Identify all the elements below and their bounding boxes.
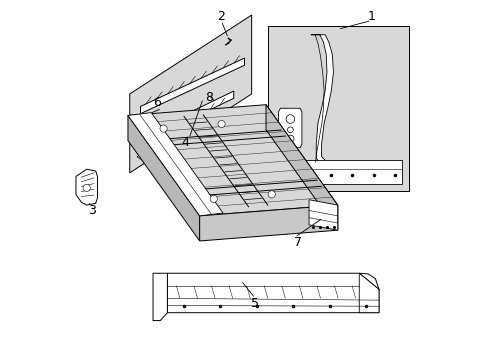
Text: 2: 2	[217, 10, 224, 23]
Polygon shape	[359, 273, 378, 313]
Text: 5: 5	[251, 297, 259, 310]
Text: 7: 7	[294, 236, 302, 249]
Circle shape	[83, 184, 90, 192]
Text: 8: 8	[204, 91, 212, 104]
Polygon shape	[128, 116, 199, 241]
Polygon shape	[137, 91, 233, 145]
Circle shape	[287, 127, 293, 133]
Text: 4: 4	[181, 136, 189, 149]
Polygon shape	[265, 105, 337, 230]
Polygon shape	[308, 200, 337, 230]
Text: 1: 1	[367, 10, 375, 23]
Circle shape	[218, 121, 224, 128]
Polygon shape	[199, 205, 337, 241]
Polygon shape	[128, 113, 223, 216]
Polygon shape	[128, 105, 337, 216]
Polygon shape	[140, 58, 244, 114]
Text: 6: 6	[152, 96, 160, 109]
Polygon shape	[153, 273, 167, 320]
Circle shape	[267, 191, 275, 198]
Polygon shape	[310, 35, 344, 173]
Circle shape	[286, 135, 293, 142]
Polygon shape	[76, 169, 97, 205]
Polygon shape	[137, 151, 149, 160]
Circle shape	[285, 115, 294, 123]
Circle shape	[210, 195, 217, 202]
Polygon shape	[278, 108, 301, 148]
Circle shape	[160, 125, 167, 132]
Text: 3: 3	[88, 204, 96, 217]
Polygon shape	[167, 273, 378, 313]
Polygon shape	[280, 160, 402, 184]
Polygon shape	[129, 15, 251, 173]
Polygon shape	[267, 26, 408, 191]
